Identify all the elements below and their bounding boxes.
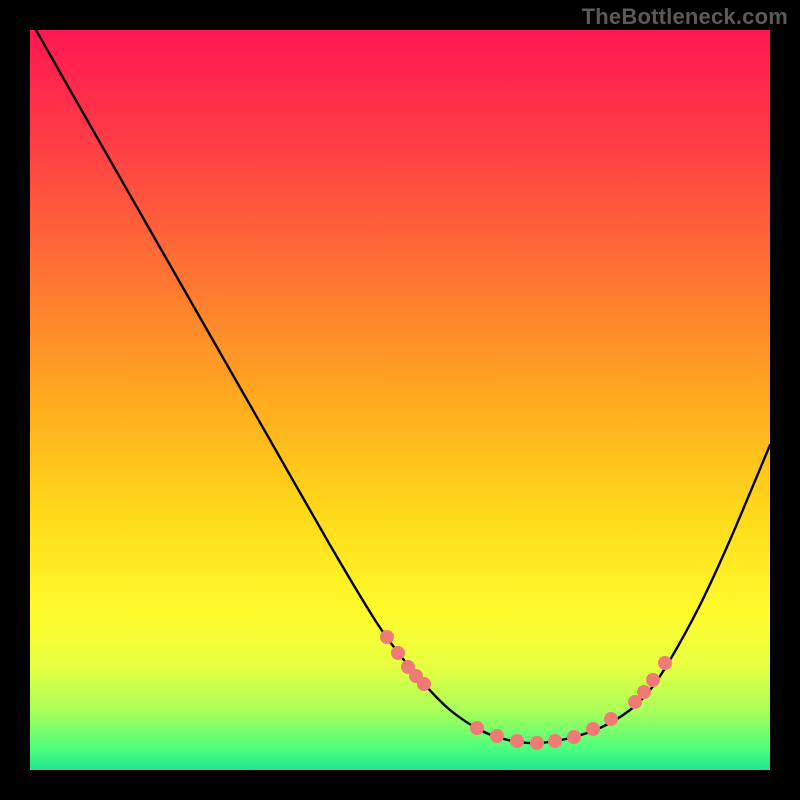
chart-marker bbox=[637, 685, 651, 699]
chart-marker bbox=[658, 656, 672, 670]
chart-marker bbox=[380, 630, 394, 644]
chart-marker bbox=[490, 729, 504, 743]
chart-marker bbox=[417, 677, 431, 691]
chart-marker bbox=[548, 734, 562, 748]
chart-curve-line bbox=[36, 30, 770, 743]
chart-marker bbox=[391, 646, 405, 660]
chart-svg bbox=[30, 30, 770, 770]
chart-markers-group bbox=[380, 630, 672, 750]
chart-marker bbox=[586, 722, 600, 736]
chart-plot-area bbox=[30, 30, 770, 770]
chart-marker bbox=[470, 721, 484, 735]
chart-marker bbox=[646, 673, 660, 687]
chart-marker bbox=[604, 712, 618, 726]
chart-marker bbox=[510, 734, 524, 748]
chart-marker bbox=[530, 736, 544, 750]
watermark-text: TheBottleneck.com bbox=[582, 4, 788, 30]
chart-marker bbox=[567, 730, 581, 744]
